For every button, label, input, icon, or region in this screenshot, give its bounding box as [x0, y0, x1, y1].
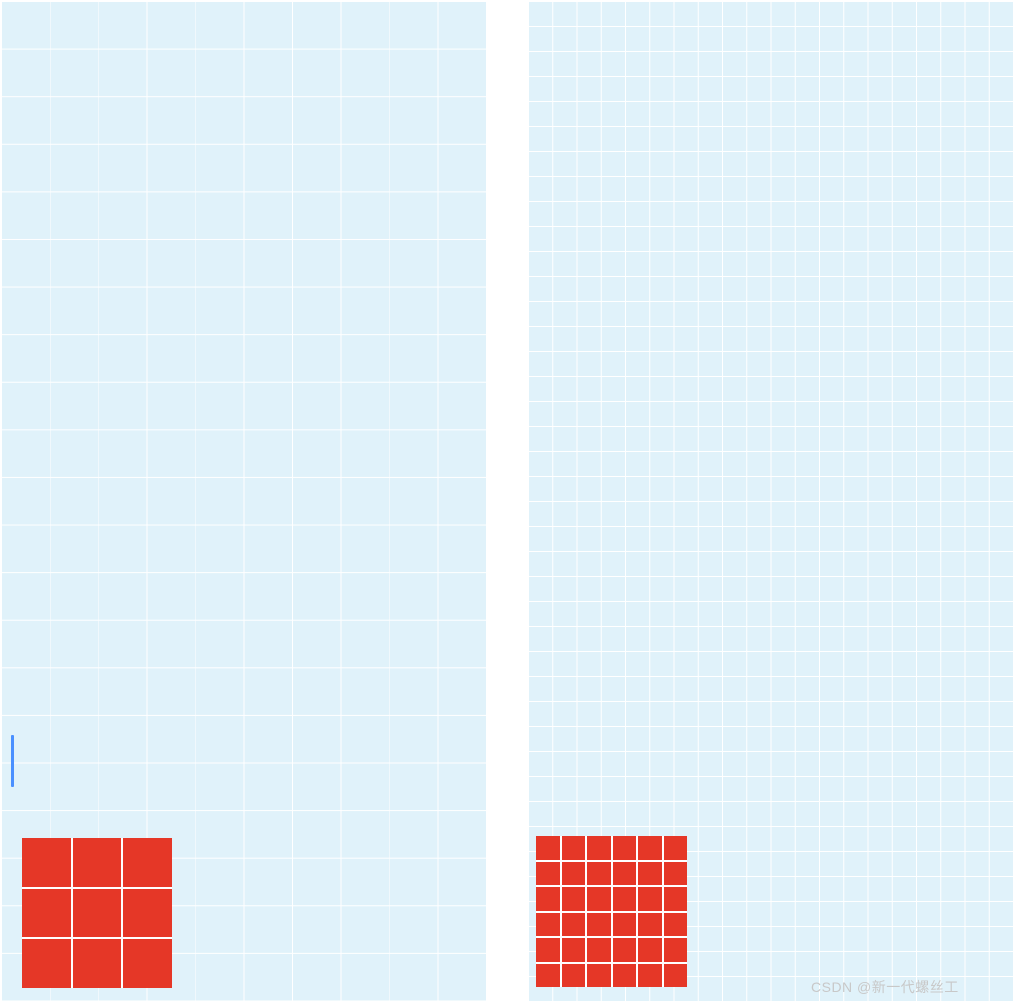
red-cell [587, 887, 611, 911]
red-cell [638, 887, 662, 911]
red-cell [638, 938, 662, 962]
red-cell [664, 938, 688, 962]
red-cell [536, 862, 560, 886]
red-cell [664, 836, 688, 860]
red-cell [123, 838, 172, 887]
red-cell [536, 887, 560, 911]
red-cell [587, 964, 611, 988]
red-cell [562, 938, 586, 962]
red-cell [123, 889, 172, 938]
red-cell [22, 939, 71, 988]
red-block-grid-3x3 [22, 838, 172, 988]
red-cell [613, 964, 637, 988]
red-cell [536, 938, 560, 962]
red-cell [562, 836, 586, 860]
red-cell [562, 913, 586, 937]
red-cell [536, 913, 560, 937]
red-cell [664, 964, 688, 988]
red-cell [613, 862, 637, 886]
red-cell [536, 836, 560, 860]
red-cell [562, 862, 586, 886]
cursor-caret [11, 735, 14, 787]
red-cell [73, 939, 122, 988]
red-cell [73, 838, 122, 887]
red-cell [562, 887, 586, 911]
red-cell [22, 838, 71, 887]
red-cell [587, 836, 611, 860]
diagram-canvas: CSDN @新一代螺丝工 [0, 0, 1014, 1002]
red-cell [664, 913, 688, 937]
red-cell [613, 887, 637, 911]
red-cell [638, 862, 662, 886]
red-cell [587, 938, 611, 962]
red-cell [536, 964, 560, 988]
red-cell [587, 862, 611, 886]
red-cell [22, 889, 71, 938]
red-cell [613, 836, 637, 860]
red-cell [73, 889, 122, 938]
red-cell [587, 913, 611, 937]
red-cell [613, 938, 637, 962]
red-cell [562, 964, 586, 988]
red-cell [664, 887, 688, 911]
red-cell [613, 913, 637, 937]
red-cell [638, 964, 662, 988]
red-cell [638, 836, 662, 860]
red-cell [123, 939, 172, 988]
red-block-grid-6x6 [536, 836, 687, 987]
red-cell [664, 862, 688, 886]
red-cell [638, 913, 662, 937]
